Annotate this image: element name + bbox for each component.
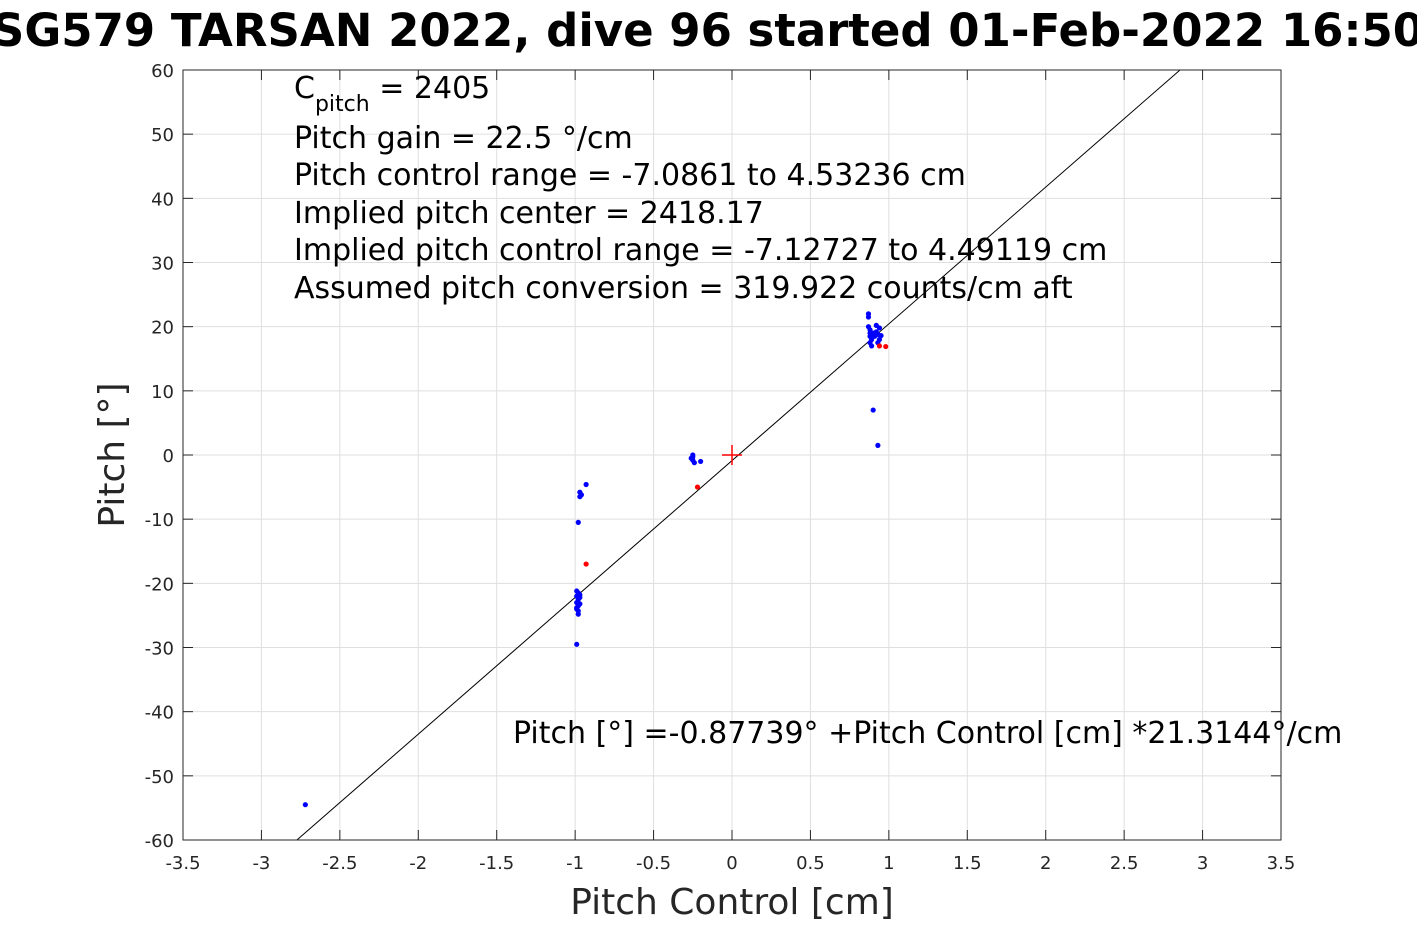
y-tick-label: -40: [145, 703, 174, 724]
y-tick-label: -50: [145, 767, 174, 788]
x-tick-label: -0.5: [636, 853, 671, 874]
y-tick-label: 10: [151, 382, 174, 403]
data-point-blue: [878, 333, 884, 339]
data-point-blue: [577, 601, 583, 607]
x-tick-label: 3.5: [1267, 853, 1296, 874]
x-axis-label: Pitch Control [cm]: [570, 882, 894, 923]
data-points: [302, 311, 889, 808]
pitch-gain-text: Pitch gain = 22.5 °/cm: [294, 121, 633, 156]
data-point-blue: [869, 343, 875, 349]
y-axis-ticks: -60 -50 -40 -30 -20 -10 0 10 20 30 40 50 60: [145, 61, 1281, 852]
fit-equation-text: Pitch [°] =-0.87739° +Pitch Control [cm]…: [513, 716, 1342, 751]
x-tick-label: 1: [883, 853, 894, 874]
x-tick-label: -3: [252, 853, 270, 874]
data-point-blue: [865, 314, 872, 320]
data-point-red: [694, 484, 701, 490]
y-tick-label: 50: [151, 125, 174, 146]
cpitch-value: = 2405: [370, 71, 491, 106]
data-point-blue: [302, 802, 308, 808]
data-point-blue: [578, 492, 585, 498]
data-point-blue: [575, 611, 581, 617]
implied-pitch-center-text: Implied pitch center = 2418.17: [294, 196, 764, 231]
x-tick-label: -1: [566, 853, 584, 874]
x-tick-label: 2: [1040, 853, 1051, 874]
y-axis-label: Pitch [°]: [92, 382, 133, 527]
x-tick-label: -1.5: [479, 853, 514, 874]
x-axis-ticks: -3.5 -3 -2.5 -2 -1.5 -1 -0.5 0 0.5 1 1.5 2 2.5 3 3.5: [165, 70, 1295, 874]
data-point-red: [876, 343, 883, 349]
cpitch-subscript: pitch: [315, 92, 370, 117]
data-point-blue: [698, 458, 704, 465]
data-point-blue: [583, 481, 589, 488]
y-tick-label: 40: [151, 189, 174, 210]
implied-pitch-range-text: Implied pitch control range = -7.12727 t…: [294, 233, 1107, 268]
y-tick-label: 30: [151, 254, 174, 275]
data-point-red: [583, 561, 589, 567]
x-tick-label: 3: [1197, 853, 1208, 874]
x-tick-label: 0: [726, 853, 737, 874]
data-point-blue: [875, 442, 881, 448]
chart-title: SG579 TARSAN 2022, dive 96 started 01-Fe…: [0, 4, 1417, 57]
data-point-blue: [574, 588, 580, 594]
annotation-block: Cpitch = 2405 Pitch gain = 22.5 °/cm Pit…: [294, 71, 1107, 306]
data-point-blue: [691, 460, 697, 466]
y-tick-label: 20: [151, 318, 174, 339]
y-tick-label: -10: [145, 510, 174, 531]
x-tick-label: 2.5: [1110, 853, 1139, 874]
data-point-blue: [575, 519, 581, 525]
y-tick-label: -60: [145, 831, 174, 852]
y-tick-label: 0: [163, 446, 174, 467]
data-point-blue: [574, 641, 580, 647]
x-tick-label: 1.5: [953, 853, 982, 874]
y-tick-label: 60: [151, 61, 174, 82]
data-point-red: [883, 343, 889, 350]
data-point-blue: [690, 452, 696, 458]
pitch-conversion-text: Assumed pitch conversion = 319.922 count…: [294, 271, 1073, 306]
x-tick-label: -3.5: [165, 853, 200, 874]
data-point-blue: [870, 407, 876, 413]
cpitch-line: Cpitch = 2405: [294, 71, 490, 117]
x-tick-label: 0.5: [796, 853, 825, 874]
data-point-blue: [876, 325, 883, 331]
x-tick-label: -2: [409, 853, 427, 874]
data-point-blue: [574, 605, 580, 611]
y-tick-label: -30: [145, 639, 174, 660]
center-marker: [722, 445, 742, 465]
data-point-blue: [577, 592, 583, 598]
y-tick-label: -20: [145, 574, 174, 595]
x-tick-label: -2.5: [322, 853, 357, 874]
pitch-control-range-text: Pitch control range = -7.0861 to 4.53236…: [294, 158, 966, 193]
cpitch-symbol: C: [294, 71, 315, 106]
